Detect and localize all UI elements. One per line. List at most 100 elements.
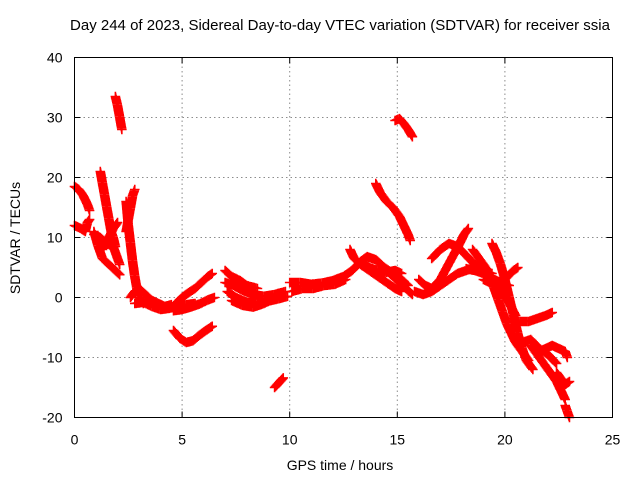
data-point [168,325,184,342]
data-point [340,274,351,285]
series-arc-12 [168,292,220,316]
series-arc-25 [371,178,416,246]
data-point [463,223,474,234]
axis-ticks [74,57,613,418]
data-point [513,262,523,273]
series-arc-18 [220,265,263,294]
data-point [190,278,206,294]
series-arc-33 [478,274,521,321]
data-point [282,291,293,302]
data-point [551,367,565,383]
data-point [134,283,150,299]
data-point [491,280,507,296]
series-arc-21 [287,274,351,297]
series-arc-02 [69,214,95,237]
data-point [543,349,561,368]
y-tick-label: -10 [42,350,62,366]
data-point [396,268,407,279]
series-arc-19 [269,373,289,393]
series-arc-13 [170,268,218,309]
data-point [222,286,240,302]
data-point [545,367,561,385]
data-point [82,215,94,228]
data-point [381,277,399,293]
series-arc-38 [534,340,573,363]
data-point [394,277,410,293]
data-point [209,292,220,303]
x-tick-label: 20 [497,432,513,448]
x-tick-label: 10 [282,432,298,448]
data-point [521,355,537,373]
data-point [252,283,263,294]
data-point [121,196,133,229]
data-point [274,374,288,388]
data-point [110,241,121,252]
data-point [547,307,558,318]
data-point [500,270,514,285]
data-point [140,289,156,305]
series-arc-24 [381,265,418,300]
data-point [114,259,125,270]
data-point [188,331,203,346]
data-point [129,184,140,195]
data-point [117,124,127,135]
series-arc-28 [414,223,474,294]
data-point [381,196,397,212]
data-point [125,238,138,265]
data-point [373,271,391,287]
series-arc-14 [168,321,218,348]
data-point [114,269,125,280]
x-axis-label: GPS time / hours [287,457,394,473]
data-point [525,334,544,353]
y-tick-label: 10 [47,230,63,246]
data-point [97,253,113,269]
data-point [207,268,218,279]
data-point [84,205,95,216]
data-point [407,131,418,142]
data-point [123,220,136,247]
data-point [207,321,218,332]
data-point [125,287,139,303]
chart-title: Day 244 of 2023, Sidereal Day-to-day VTE… [70,17,611,34]
data-point [112,217,123,228]
data-point [564,376,575,387]
data-point [414,274,429,290]
data-point [562,352,573,363]
data-point [355,256,373,272]
series-arc-26 [390,113,418,142]
data-point [278,373,289,383]
data-point [551,358,562,369]
data-point [104,259,120,275]
data-point [388,271,404,287]
data-point [452,241,470,260]
data-point [388,202,404,220]
data-point [538,358,554,376]
series-arc-35 [506,307,558,327]
y-tick-label: -20 [42,410,62,426]
data-point [461,250,479,269]
series-arc-01 [69,181,95,216]
series-arc-37 [525,340,570,405]
data-point [504,266,518,280]
data-point [201,322,216,336]
data-point [467,244,483,262]
data-point [375,187,391,205]
x-tick-label: 0 [71,432,79,448]
data-point [532,349,548,367]
data-point [84,214,95,225]
data-point [528,364,538,375]
data-point [405,235,416,246]
y-tick-label: 20 [47,170,63,186]
data-point [381,265,397,281]
x-tick-label: 25 [605,432,621,448]
series-arc-07 [110,91,127,135]
data-points [69,91,575,423]
data-point [108,218,122,234]
y-tick-label: 0 [55,290,63,306]
y-axis-label: SDTVAR / TECUs [7,182,23,294]
tick-labels: 0 5 10 15 20 25 -20 -10 0 10 20 30 40 [42,50,620,448]
series-arc-17 [226,289,286,312]
y-tick-label: 30 [47,110,63,126]
data-point [444,269,462,285]
